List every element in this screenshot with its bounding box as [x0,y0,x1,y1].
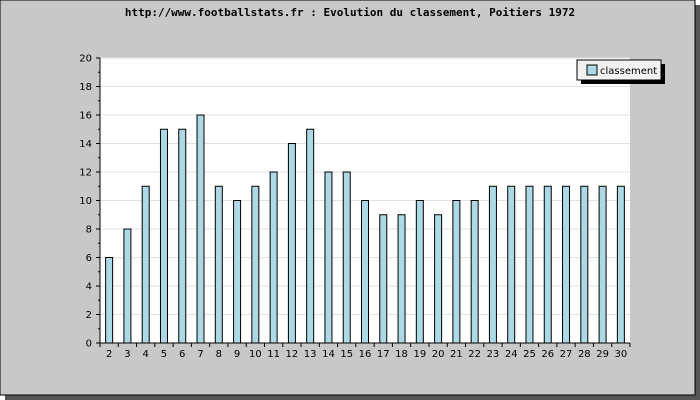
y-tick-label: 8 [86,225,92,236]
chart-title: http://www.footballstats.fr : Evolution … [125,6,575,19]
x-tick-label: 12 [286,349,299,360]
x-tick-label: 17 [377,349,390,360]
bar [434,214,443,344]
bar [580,185,589,344]
x-tick-label: 15 [340,349,353,360]
legend-label: classement [600,66,657,77]
bar [159,128,168,344]
bar [233,200,242,344]
bar [361,200,369,344]
x-tick-label: 29 [596,349,609,360]
x-tick-label: 23 [487,349,500,360]
bar [287,143,296,344]
x-tick-label: 8 [216,349,222,360]
bar [123,228,132,344]
bar [178,128,187,344]
x-tick-label: 21 [450,349,463,360]
bar [269,171,278,344]
x-tick-label: 18 [395,349,408,360]
bar [616,185,625,344]
x-tick-label: 6 [179,349,185,360]
bar [214,185,223,344]
y-axis-ticks: 0 2 4 6 8 10 12 14 16 18 20 [79,54,100,350]
bar [397,214,406,344]
bar [342,171,351,344]
x-tick-label: 13 [304,349,317,360]
y-tick-label: 2 [86,310,92,321]
bar [251,185,260,344]
y-tick-label: 10 [79,196,92,207]
x-tick-label: 10 [249,349,262,360]
x-tick-label: 22 [468,349,481,360]
x-tick-label: 16 [359,349,372,360]
bar [452,200,461,344]
bar [507,185,516,344]
x-tick-label: 5 [161,349,167,360]
y-tick-label: 12 [79,168,92,179]
y-tick-label: 4 [86,282,92,293]
y-tick-label: 18 [79,82,92,93]
legend: classement [576,59,665,84]
bar [470,200,479,344]
bar [105,257,114,344]
x-tick-label: 9 [234,349,240,360]
x-tick-label: 26 [541,349,554,360]
bar [488,185,497,344]
x-tick-label: 24 [505,349,518,360]
x-tick-label: 11 [267,349,280,360]
x-tick-label: 19 [413,349,426,360]
y-tick-label: 14 [79,139,92,150]
bar [196,114,205,344]
x-tick-label: 4 [143,349,149,360]
bar [415,200,424,344]
bar [306,128,315,344]
bar [141,185,150,344]
bar [525,185,534,344]
y-tick-label: 16 [79,111,92,122]
bar [324,171,333,344]
bar [379,214,388,344]
x-tick-label: 25 [523,349,536,360]
y-tick-label: 6 [86,253,92,264]
x-tick-label: 30 [614,349,627,360]
bar [543,185,552,344]
bar [598,185,607,344]
legend-box [576,59,662,81]
x-tick-label: 2 [106,349,112,360]
x-tick-label: 28 [578,349,591,360]
x-tick-label: 27 [560,349,573,360]
legend-swatch [586,64,598,76]
x-tick-label: 20 [432,349,445,360]
y-tick-label: 20 [79,54,92,65]
y-tick-label: 0 [86,339,92,350]
x-axis-ticks: 2 3 4 5 6 7 8 9 10 11 12 13 14 15 16 17 18 19 20 21 22 23 24 25… [99,343,631,360]
x-tick-label: 14 [322,349,335,360]
x-tick-label: 7 [197,349,203,360]
bar [562,185,571,344]
x-tick-label: 3 [124,349,130,360]
